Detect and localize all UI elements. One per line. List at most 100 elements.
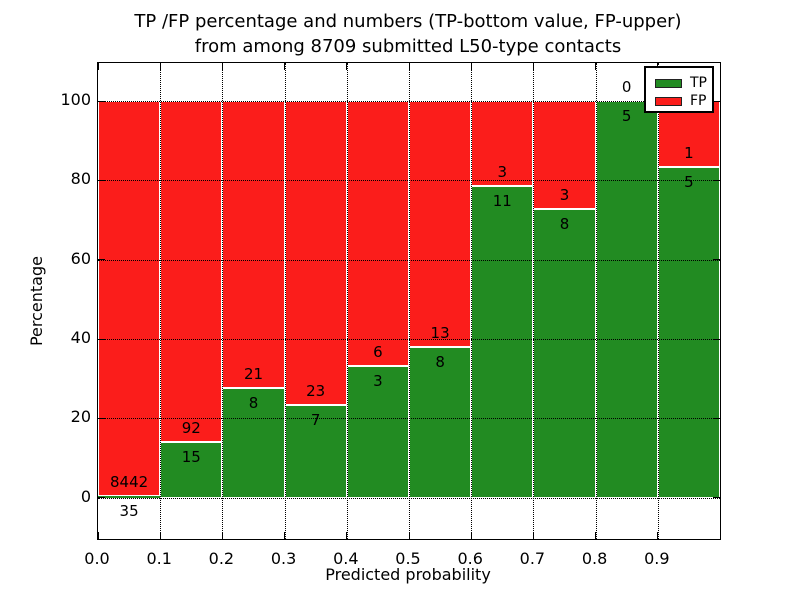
y-tick-label-40: 40 [70,328,91,348]
x-tick-label-0.8: 0.8 [581,549,608,568]
bar-fp-segment-5 [409,101,472,347]
annotation-fp-8: 0 [621,78,632,97]
annotation-fp-6: 3 [497,163,508,182]
bar-tp-segment-6 [471,186,534,498]
annotation-tp-2: 8 [248,394,259,413]
tick-x-bottom-0.0 [97,532,99,539]
legend: TP FP [644,66,714,113]
annotation-fp-1: 92 [181,419,201,438]
tick-y-right-0 [713,497,720,499]
tick-y-right-20 [713,417,720,419]
plot-area: TP FP 8442 35 92 15 21 8 23 7 6 3 13 8 3 11 3 8 0 5 1 5 [97,62,721,540]
bar-fp-segment-1 [160,101,223,443]
tick-x-bottom-0.3 [284,532,286,539]
tick-y-left-40 [98,338,105,340]
chart-title-line1: TP /FP percentage and numbers (TP-bottom… [134,11,682,32]
annotation-tp-9: 5 [684,173,694,192]
annotation-fp-5: 13 [430,323,450,342]
tick-x-top-0.2 [221,63,223,70]
bar-fp-segment-3 [284,101,347,406]
tick-x-bottom-0.1 [159,532,161,539]
bar-tp-segment-3 [284,405,347,498]
annotation-tp-8: 5 [621,107,632,126]
tick-x-top-0.6 [470,63,472,70]
tick-x-bottom-0.4 [346,532,348,539]
x-tick-label-0.7: 0.7 [519,549,546,568]
y-tick-label-20: 20 [70,407,91,427]
annotation-fp-7: 3 [559,186,570,205]
bar-fp-segment-2 [222,101,285,389]
gridline-x-0.2 [222,63,224,539]
tick-y-left-20 [98,417,105,419]
tick-x-top-0.7 [532,63,534,70]
annotation-tp-7: 8 [559,215,570,234]
tick-y-right-60 [713,259,720,261]
bar-tp-segment-8 [595,101,658,498]
gridline-x-0.6 [471,63,473,539]
x-tick-label-0.5: 0.5 [395,549,421,568]
tick-y-left-100 [98,100,105,102]
tick-y-left-0 [98,497,105,499]
gridline-y-80 [98,180,720,182]
tick-x-bottom-0.2 [221,532,223,539]
chart-title: TP /FP percentage and numbers (TP-bottom… [97,9,719,59]
x-tick-label-0.9: 0.9 [644,549,670,568]
x-tick-label-0.3: 0.3 [270,549,297,568]
x-tick-label-0.2: 0.2 [208,549,235,568]
gridline-x-0.1 [160,63,162,539]
tick-x-top-0.4 [346,63,348,70]
annotation-fp-4: 6 [373,342,383,361]
y-tick-label-60: 60 [70,248,91,268]
tick-x-top-0.5 [408,63,410,70]
tick-x-bottom-0.8 [595,532,597,539]
y-tick-label-100: 100 [60,90,91,110]
tick-x-top-0.8 [595,63,597,70]
tick-x-bottom-0.5 [408,532,410,539]
legend-label-tp: TP [690,75,707,91]
tick-y-right-100 [713,100,720,102]
bar-fp-segment-4 [346,101,409,366]
gridline-x-0.4 [346,63,348,539]
legend-swatch-tp-icon [655,78,682,88]
legend-entry-tp: TP [655,74,712,92]
x-tick-label-0.4: 0.4 [333,549,359,568]
annotation-tp-1: 15 [181,448,201,467]
x-tick-label-0.6: 0.6 [457,549,483,568]
gridline-x-0.3 [284,63,286,539]
annotation-fp-0: 8442 [110,473,149,492]
legend-swatch-fp-icon [655,96,682,106]
gridline-y-40 [98,339,720,341]
gridline-y-20 [98,418,720,420]
tick-y-left-60 [98,259,105,261]
tick-x-top-0.0 [97,63,99,70]
x-tick-label-0.1: 0.1 [146,549,172,568]
annotation-tp-6: 11 [492,192,512,211]
y-tick-label-80: 80 [70,169,91,189]
legend-entry-fp: FP [655,92,712,110]
chart-title-line2: from among 8709 submitted L50-type conta… [194,36,622,57]
bar-tp-segment-0 [98,496,161,498]
annotation-tp-5: 8 [435,352,445,371]
gridline-x-0.8 [595,63,597,539]
tick-x-bottom-0.7 [532,532,534,539]
bar-tp-segment-7 [533,209,596,498]
tick-x-bottom-0.9 [657,532,659,539]
annotation-tp-3: 7 [310,411,321,430]
gridline-y-0 [98,497,720,499]
gridline-x-0.7 [533,63,535,539]
y-axis-label: Percentage [27,256,46,347]
annotation-fp-2: 21 [243,365,264,384]
annotation-fp-3: 23 [306,382,326,401]
tick-y-right-40 [713,338,720,340]
tick-x-bottom-0.6 [470,532,472,539]
gridline-y-60 [98,259,720,261]
bar-tp-segment-9 [657,167,720,498]
annotation-tp-0: 35 [119,502,139,521]
x-tick-label-0.0: 0.0 [84,549,110,568]
bar-tp-segment-2 [222,388,285,498]
bar-fp-segment-0 [98,101,161,497]
gridline-x-0.5 [409,63,410,539]
x-axis-label: Predicted probability [325,565,491,584]
y-tick-label-0: 0 [80,486,91,506]
